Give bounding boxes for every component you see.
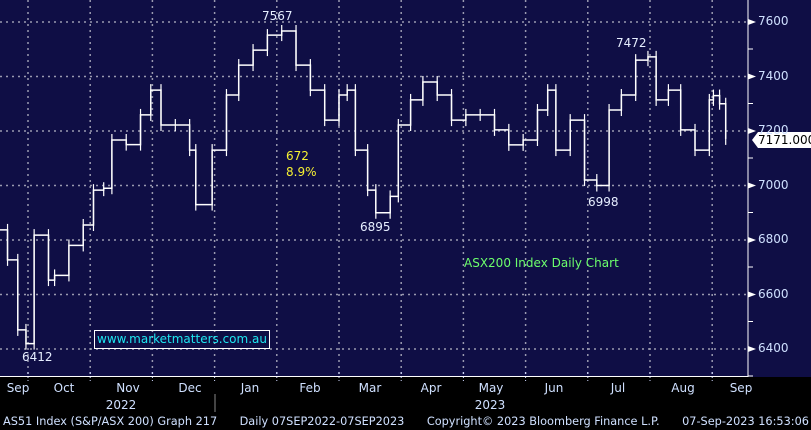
y-tick-label: 7600	[758, 14, 789, 28]
footer-range: Daily 07SEP2022-07SEP2023	[239, 415, 405, 428]
chart-caption: ASX200 Index Daily Chart	[464, 256, 619, 270]
footer-timestamp: 07-Sep-2023 16:53:06	[682, 415, 809, 428]
x-tick-label: May	[478, 381, 504, 395]
y-tick-mark	[748, 19, 756, 25]
x-tick-label: Sep	[6, 381, 30, 395]
plot-area	[0, 0, 811, 377]
x-tick-label: Mar	[358, 381, 382, 395]
x-tick-label: Jan	[240, 381, 260, 395]
x-tick-label: Jul	[610, 381, 626, 395]
watermark: www.marketmatters.com.au	[94, 330, 270, 349]
y-tick-mark	[748, 291, 756, 298]
y-tick-mark	[748, 182, 756, 189]
x-tick-label: Jun	[544, 381, 564, 395]
y-tick-mark	[748, 128, 756, 134]
annotation-high-1: 7567	[262, 9, 293, 23]
x-tick-label: Dec	[178, 381, 202, 395]
annotation-low-1: 6412	[22, 350, 53, 364]
annotation-drop-points: 672	[286, 149, 309, 163]
x-tick-label: Aug	[671, 381, 695, 395]
y-tick-label: 7200	[758, 123, 789, 137]
annotation-low-2: 6895	[360, 220, 391, 234]
year-label: 2023	[474, 398, 506, 412]
price-series-line	[0, 30, 727, 345]
x-tick-label: Sep	[729, 381, 753, 395]
y-tick-label: 7400	[758, 68, 789, 83]
annotation-drop-pct: 8.9%	[286, 165, 317, 179]
annotation-high-2: 7472	[616, 36, 647, 50]
x-tick-label: Apr	[420, 381, 442, 395]
footer-copyright: Copyright© 2023 Bloomberg Finance L.P.	[426, 415, 660, 428]
last-price-tag: 7171.000	[752, 132, 811, 148]
footer: AS51 Index (S&P/ASX 200) Graph 217 Daily…	[3, 415, 809, 428]
y-tick-label: 6400	[758, 341, 789, 355]
y-tick-mark	[748, 346, 756, 352]
y-tick-label: 7000	[758, 177, 789, 192]
footer-security: AS51 Index (S&P/ASX 200) Graph 217	[3, 415, 218, 428]
x-tick-label: Feb	[299, 381, 321, 395]
x-tick-label: Nov	[116, 381, 140, 395]
y-tick-mark	[748, 237, 756, 243]
y-tick-label: 6600	[758, 286, 789, 301]
annotation-low-3: 6998	[588, 195, 619, 209]
y-tick-mark	[748, 73, 756, 80]
year-label: 2022	[105, 398, 137, 412]
x-tick-label: Oct	[53, 381, 75, 395]
y-tick-label: 6800	[758, 232, 789, 246]
